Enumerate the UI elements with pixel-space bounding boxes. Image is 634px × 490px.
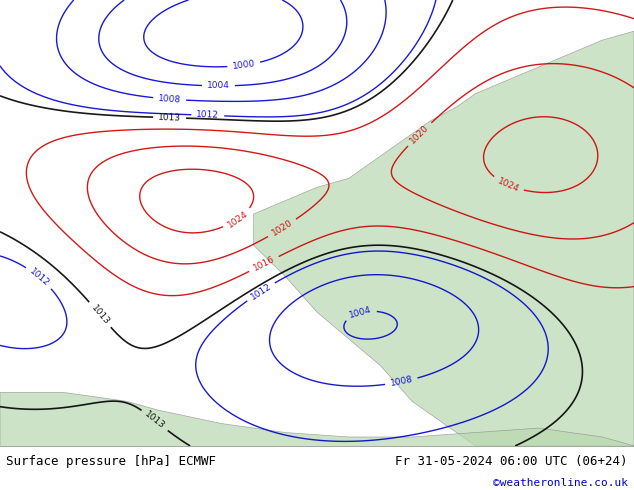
Text: 1012: 1012 xyxy=(196,110,219,120)
Text: 1020: 1020 xyxy=(270,219,294,238)
Text: 1008: 1008 xyxy=(158,94,181,104)
Text: 1008: 1008 xyxy=(389,375,413,389)
Text: Fr 31-05-2024 06:00 UTC (06+24): Fr 31-05-2024 06:00 UTC (06+24) xyxy=(395,455,628,468)
Text: 1012: 1012 xyxy=(249,282,273,302)
Text: 1020: 1020 xyxy=(408,123,430,146)
Text: 1004: 1004 xyxy=(207,81,230,90)
Text: 1012: 1012 xyxy=(28,267,51,288)
Text: Surface pressure [hPa] ECMWF: Surface pressure [hPa] ECMWF xyxy=(6,455,216,468)
Text: 1013: 1013 xyxy=(143,410,167,431)
Text: 1024: 1024 xyxy=(496,176,521,194)
Text: 1013: 1013 xyxy=(158,113,181,122)
Polygon shape xyxy=(0,392,634,468)
Text: 1013: 1013 xyxy=(89,303,111,326)
Text: 1016: 1016 xyxy=(252,255,276,273)
Polygon shape xyxy=(254,31,634,446)
Text: 1004: 1004 xyxy=(348,305,373,320)
Text: 1000: 1000 xyxy=(232,59,256,71)
Text: ©weatheronline.co.uk: ©weatheronline.co.uk xyxy=(493,478,628,489)
Text: 1024: 1024 xyxy=(226,209,249,229)
